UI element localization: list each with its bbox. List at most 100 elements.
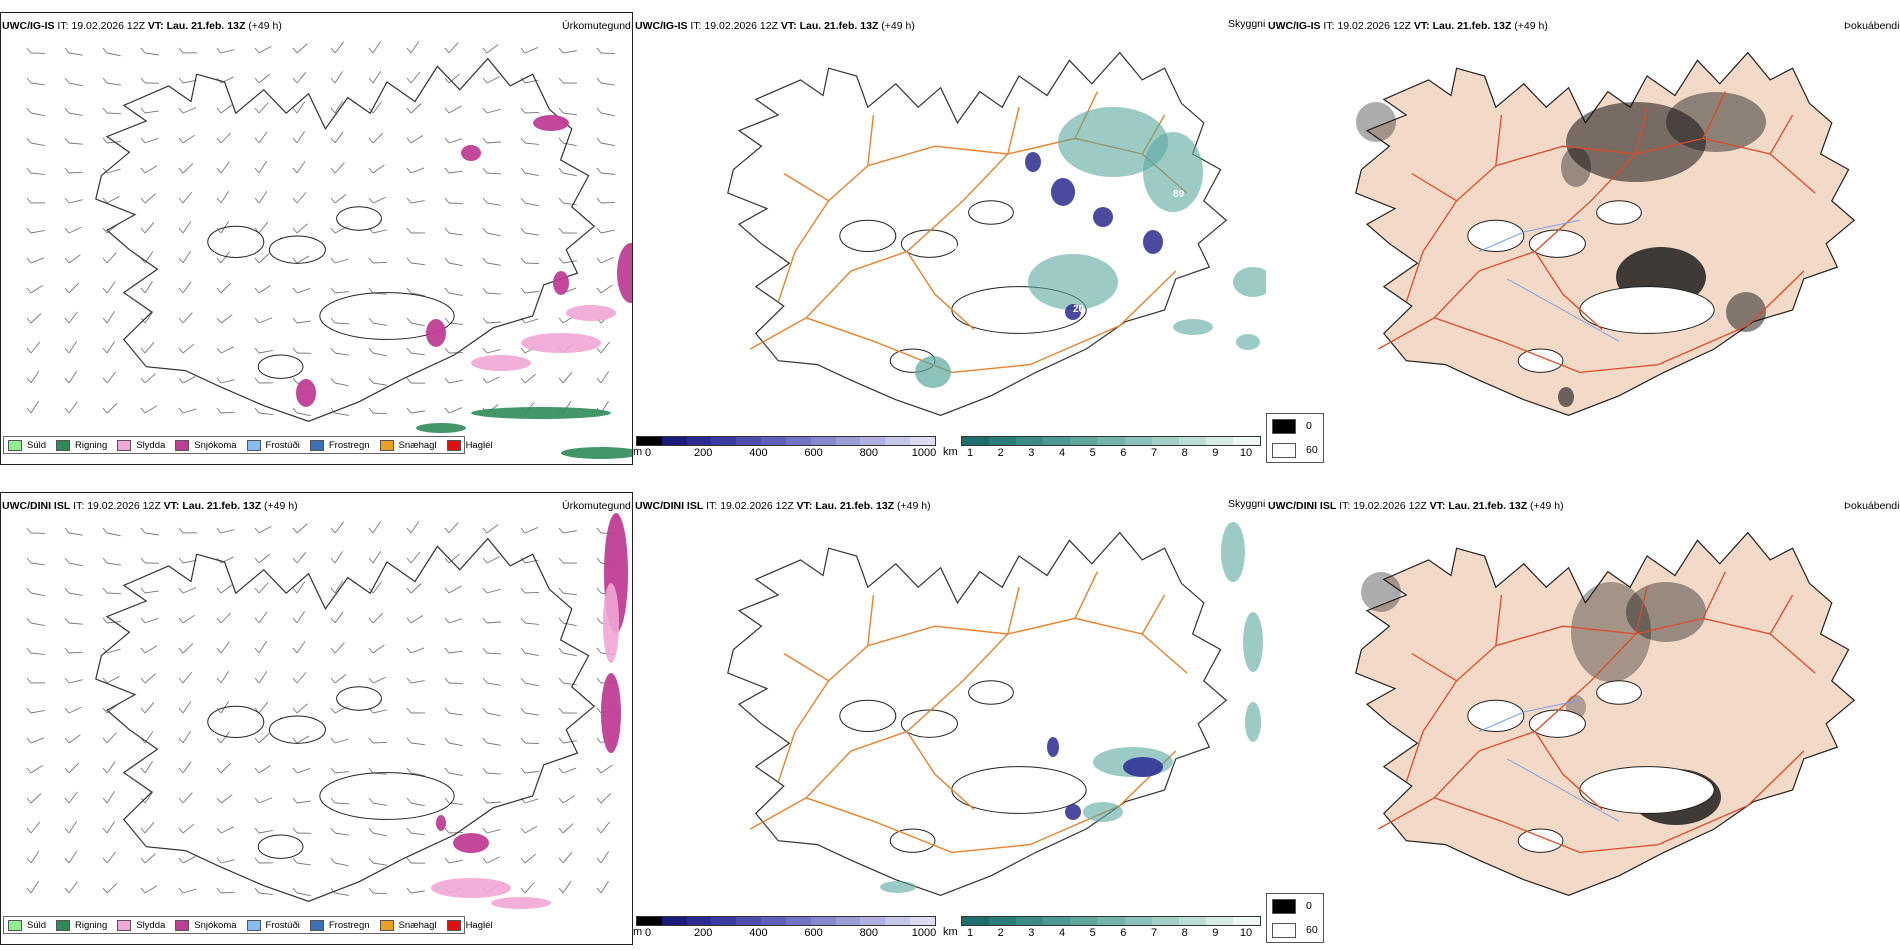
wind-barb-flag <box>520 197 526 204</box>
cloud-base-panel-bottom <box>633 492 1266 945</box>
wind-barb-flag <box>482 167 488 174</box>
wind-barb <box>182 107 197 114</box>
wind-barb-flag <box>292 407 298 414</box>
wind-barb <box>106 141 121 144</box>
wind-barb <box>106 821 116 834</box>
wind-barb <box>106 402 118 414</box>
wind-barb-flag <box>596 827 602 834</box>
fog-signal-area <box>1561 147 1591 187</box>
wind-barb <box>334 551 344 564</box>
wind-barb <box>68 341 78 354</box>
wind-barb <box>182 730 191 744</box>
wind-barb-flag <box>330 137 336 144</box>
wind-barb <box>296 130 305 144</box>
wind-barb-flag <box>216 677 222 684</box>
wind-barb <box>30 341 41 354</box>
wind-barb-flag <box>140 677 146 684</box>
wind-barb <box>448 772 463 776</box>
road-line <box>777 200 830 303</box>
wind-barb <box>220 762 232 774</box>
header-top-left: UWC/IG-IS IT: 19.02.2026 12Z VT: Lau. 21… <box>2 20 282 32</box>
precip-legend-top: Súld Rigning Slydda Snjókoma Frostúði Frostre… <box>3 436 493 454</box>
legend-swatch <box>379 439 394 451</box>
fog-legend-swatch <box>1272 922 1296 938</box>
wind-barb-flag <box>368 77 374 84</box>
wind-barb <box>524 622 539 625</box>
wind-barb-flag <box>482 587 488 594</box>
wind-barb <box>372 132 384 144</box>
wind-barb <box>372 71 382 84</box>
wind-barb <box>258 582 269 594</box>
wind-barb <box>600 202 616 204</box>
snow-area <box>601 673 621 753</box>
wind-barb-flag <box>520 377 526 384</box>
wind-barb <box>106 562 121 566</box>
wind-barb-flag <box>64 107 70 114</box>
wind-barb-flag <box>482 767 488 774</box>
wind-barb <box>600 284 613 294</box>
wind-barb <box>144 280 153 294</box>
wind-barb-flag <box>26 227 32 234</box>
legend-item: Snjókoma <box>175 439 237 451</box>
wind-barb-flag <box>102 227 108 234</box>
wind-barb-flag <box>254 377 260 384</box>
wind-barb-flag <box>596 377 602 384</box>
colorbar-bin <box>810 917 836 925</box>
wind-barb-flag <box>254 587 260 594</box>
wind-barb-flag <box>330 107 336 114</box>
wind-barb <box>562 740 577 744</box>
wind-barb-flag <box>254 317 260 324</box>
wind-barb <box>68 562 83 567</box>
wind-barb-flag <box>406 197 412 204</box>
wind-barb-flag <box>140 107 146 114</box>
glacier-outline <box>1517 828 1564 853</box>
wind-barb-flag <box>444 197 450 204</box>
wind-barb <box>448 292 463 296</box>
wind-barb <box>486 556 500 564</box>
wind-barb <box>486 376 500 384</box>
colorbar-bin <box>885 917 911 925</box>
wind-barb <box>334 581 343 594</box>
wind-barb-flag <box>368 377 374 384</box>
glacier-outline <box>1517 348 1564 373</box>
wind-barb-flag <box>102 707 108 714</box>
wind-barb-flag <box>292 347 298 354</box>
colorbar-tick: 2 <box>997 447 1004 459</box>
wind-barb-flag <box>216 197 222 204</box>
wind-barb-flag <box>178 317 184 324</box>
wind-barb-flag <box>444 287 450 294</box>
wind-barb-flag <box>102 107 108 114</box>
wind-barb-flag <box>520 827 526 834</box>
wind-barb-flag <box>216 857 222 864</box>
fog-legend-label: 60 <box>1306 444 1318 456</box>
wind-barb-flag <box>26 317 32 324</box>
wind-barb-flag <box>64 167 70 174</box>
wind-barb <box>106 112 122 115</box>
wind-barb <box>106 196 120 204</box>
wind-barb-flag <box>482 857 488 864</box>
wind-barb-flag <box>216 377 222 384</box>
wind-barb <box>334 382 349 387</box>
wind-barb <box>448 618 463 624</box>
wind-barb-flag <box>482 827 488 834</box>
cloud-base-map-top: 29 78 89 19 31 20 16 18 <box>727 51 1266 416</box>
colorbar-tick: 0 <box>644 927 652 939</box>
wind-barb-flag <box>520 347 526 354</box>
wind-barb <box>220 671 230 684</box>
wind-barb-flag <box>178 197 184 204</box>
wind-barb-flag <box>26 107 32 114</box>
wind-barb <box>30 400 39 414</box>
wind-barb-flag <box>292 707 298 714</box>
colorbar-bin <box>835 437 861 445</box>
wind-barb-flag <box>558 197 564 204</box>
legend-item: Snæhagl <box>379 439 437 451</box>
cloud-base-label: 78 <box>1083 199 1095 210</box>
wind-barb <box>334 71 344 84</box>
wind-barb-flag <box>520 167 526 174</box>
legend-label: Snæhagl <box>398 919 437 931</box>
legend-label: Rigning <box>75 439 108 451</box>
wind-barb <box>448 553 460 564</box>
wind-barb <box>600 881 609 894</box>
wind-barb <box>182 856 196 864</box>
wind-barb-flag <box>368 317 374 324</box>
